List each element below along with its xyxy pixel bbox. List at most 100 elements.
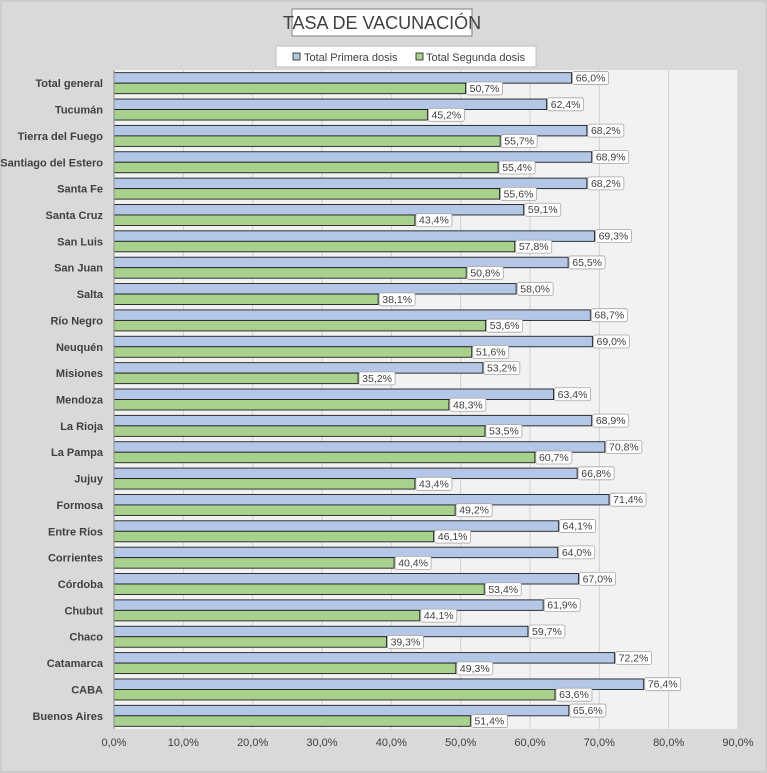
data-label-primera: 66,8% [581,468,611,480]
category-label: La Rioja [60,421,104,433]
data-label-box [455,503,493,518]
category-label: Corrientes [48,553,103,565]
bar-segunda-dosis [113,135,501,147]
data-label-box [515,239,553,254]
data-label-box [500,186,537,201]
category-label: Chubut [65,605,104,617]
bar-segunda-dosis [113,609,421,622]
bar-segunda-dosis [113,662,457,675]
data-label-box [590,308,628,323]
legend-swatch-segunda [415,52,424,61]
data-label-box [644,677,682,692]
data-label-segunda: 57,8% [519,241,549,253]
category-label: Jujuy [74,474,104,486]
data-label-segunda: 38,1% [382,294,412,306]
data-label-box [572,71,609,85]
data-label-box [558,545,596,560]
data-label-box [547,97,585,112]
data-label-box [484,582,522,597]
category-label: Catamarca [47,658,104,670]
data-label-box [427,107,465,122]
category-label: Tierra del Fuego [18,131,104,143]
bar-primera-dosis [113,652,616,664]
category-label: Santa Fe [57,184,103,196]
data-label-box [394,556,432,570]
legend-label-segunda: Total Segunda dosis [426,52,526,64]
data-label-primera: 68,9% [596,415,626,427]
bar-primera-dosis [113,467,578,480]
category-label: Buenos Aires [32,711,103,723]
category-label: Santa Cruz [46,210,104,222]
bar-segunda-dosis [113,240,516,253]
data-label-segunda: 43,4% [419,478,449,490]
data-label-primera: 61,9% [547,600,577,612]
bar-segunda-dosis [113,451,536,464]
bar-primera-dosis [113,204,525,216]
bar-segunda-dosis [113,267,467,279]
data-label-primera: 64,1% [563,521,593,533]
data-label-box [516,281,554,296]
bar-segunda-dosis [113,689,556,701]
data-label-box [587,176,625,191]
bar-segunda-dosis [113,109,428,121]
bar-primera-dosis [113,362,484,374]
category-label: Córdoba [58,579,104,591]
category-label: Mendoza [56,395,104,407]
data-label-segunda: 49,2% [459,505,489,517]
data-label-box [559,519,596,533]
data-label-box [595,229,632,243]
data-label-primera: 62,4% [551,99,581,111]
bar-segunda-dosis [113,425,486,437]
category-label: Neuquén [56,342,103,354]
data-label-primera: 69,0% [597,336,627,348]
data-label-segunda: 53,4% [488,584,518,596]
data-label-box [387,635,424,649]
data-label-segunda: 51,4% [474,716,504,728]
category-label: San Juan [54,263,103,275]
data-label-primera: 76,4% [648,679,678,691]
data-label-box [420,608,458,623]
bar-segunda-dosis [113,530,435,543]
data-label-box [434,529,472,544]
data-label-primera: 65,6% [573,705,603,717]
data-label-segunda: 55,7% [504,136,534,148]
bar-segunda-dosis [113,715,471,727]
data-label-primera: 72,2% [619,652,649,664]
category-label: Tucumán [55,105,103,117]
bar-segunda-dosis [113,293,379,306]
data-label-primera: 71,4% [613,494,643,506]
x-tick-label: 20,0% [237,737,268,749]
data-label-primera: 68,2% [591,125,621,137]
data-label-box [449,397,487,412]
data-label-box [498,160,536,175]
category-label: Misiones [56,368,103,380]
bar-primera-dosis [113,546,559,559]
data-label-primera: 58,0% [520,283,550,295]
x-tick-label: 80,0% [653,737,684,749]
x-tick-label: 50,0% [445,737,476,749]
data-label-box [577,466,615,481]
bar-segunda-dosis [113,636,387,648]
data-label-box [472,345,510,359]
x-tick-label: 10,0% [168,737,199,749]
bar-segunda-dosis [113,82,466,95]
category-label: La Pampa [51,447,104,459]
data-label-primera: 64,0% [562,547,592,559]
bar-segunda-dosis [113,372,359,385]
data-label-box [555,687,593,702]
title-box [291,8,473,37]
data-label-box [415,213,453,228]
data-label-box [605,440,643,454]
category-label: Formosa [57,500,104,512]
data-label-box [486,318,524,333]
data-label-box [358,371,396,386]
data-label-segunda: 49,3% [460,663,490,675]
bar-primera-dosis [113,388,555,400]
data-label-segunda: 55,4% [502,162,532,174]
data-label-box [592,413,630,428]
bar-segunda-dosis [113,478,416,490]
category-label: San Luis [57,236,103,248]
bar-primera-dosis [113,283,517,295]
legend-swatch-primera [292,52,301,61]
